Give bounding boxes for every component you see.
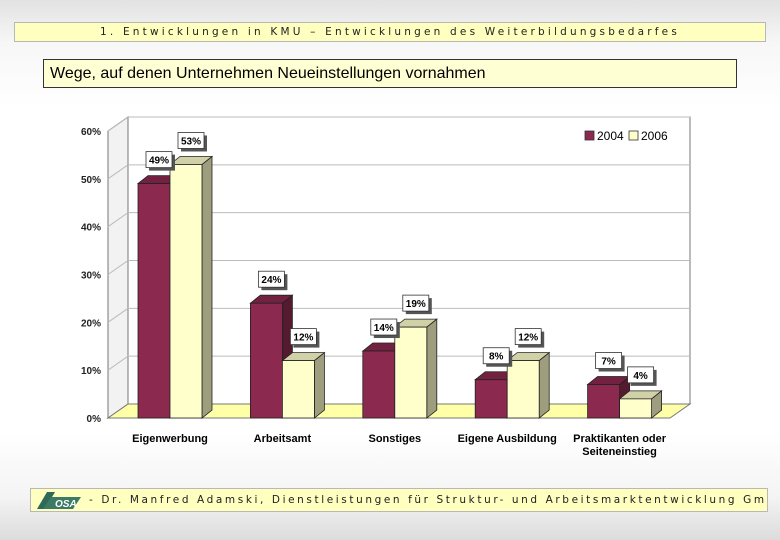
bar-2006-4	[618, 390, 663, 419]
bar-2004-0-front	[137, 183, 171, 419]
data-label-2004-3: 8%	[482, 347, 513, 367]
data-label-2004-0-box	[145, 151, 173, 169]
bar-2006-4-front	[619, 398, 652, 419]
bar-2006-3	[506, 351, 551, 419]
chart-title: Wege, auf denen Unternehmen Neueinstellu…	[50, 64, 486, 82]
data-label-2006-4-text: 4%	[633, 371, 648, 382]
bar-2006-3-side	[538, 351, 550, 419]
y-tick-label: 40%	[81, 223, 101, 234]
data-label-2006-2-text: 19%	[406, 299, 426, 310]
data-label-2006-1-text: 12%	[293, 333, 313, 344]
data-label-2004-4: 7%	[595, 352, 625, 372]
gridline-side	[107, 164, 129, 180]
bar-2006-0-side	[201, 155, 213, 419]
bar-2006-1-side	[313, 351, 325, 419]
bar-2006-3-front	[506, 360, 540, 419]
data-label-2004-1: 24%	[257, 270, 288, 291]
data-label-2006-2-box	[402, 294, 430, 312]
data-label-2006-0-box	[177, 132, 205, 149]
y-tick-label: 30%	[81, 271, 101, 282]
y-tick-label: 20%	[81, 318, 101, 329]
data-label-2006-4: 4%	[627, 366, 657, 386]
bar-2006-2	[393, 318, 438, 419]
bar-2006-0-front	[169, 164, 203, 419]
data-label-2004-1-text: 24%	[261, 275, 281, 286]
data-label-2004-3-text: 8%	[489, 352, 504, 363]
x-category-label: Eigene Ausbildung	[458, 433, 557, 445]
data-label-2006-2: 19%	[402, 294, 432, 315]
gridline-side	[107, 260, 129, 275]
bar-2004-2-front	[362, 350, 396, 419]
legend-swatch-2006	[628, 130, 639, 141]
x-category-label: Sonstiges	[369, 433, 422, 445]
gridline-side	[107, 116, 129, 132]
bar-2006-1-front	[281, 360, 315, 419]
legend-label-2004: 2004	[597, 129, 624, 143]
data-label-2004-2-text: 14%	[374, 323, 394, 334]
header-text: 1. Entwicklungen in KMU – Entwicklungen …	[100, 26, 680, 38]
slide-header: 1. Entwicklungen in KMU – Entwicklungen …	[14, 22, 766, 42]
x-category-label: Arbeitsamt	[254, 433, 312, 445]
x-category-label: Praktikanten oder	[573, 433, 667, 445]
x-category-label: Seiteneinstieg	[582, 446, 657, 458]
data-label-2004-0: 49%	[145, 151, 175, 171]
data-label-2006-3: 12%	[514, 328, 545, 348]
gridline-side	[107, 212, 129, 228]
y-tick-label: 60%	[81, 127, 101, 138]
data-label-2006-3-text: 12%	[518, 333, 538, 344]
bar-2004-4-front	[587, 384, 620, 419]
legend-swatch-2004	[584, 130, 595, 141]
data-label-2006-0-text: 53%	[181, 136, 201, 147]
x-category-label: Eigenwerbung	[132, 433, 208, 445]
data-label-2006-1: 12%	[289, 328, 320, 348]
chart-title-box: Wege, auf denen Unternehmen Neueinstellu…	[43, 59, 737, 88]
data-label-2004-2-box	[370, 318, 398, 336]
data-label-2004-4-box	[595, 352, 622, 369]
bar-2006-1	[281, 351, 326, 419]
bar-2006-2-side	[426, 318, 438, 419]
gridline-side	[107, 307, 129, 323]
bar-2006-0	[168, 155, 214, 419]
y-tick-label: 50%	[81, 175, 101, 186]
slide-footer: OSA - Dr. Manfred Adamski, Dienstleistun…	[30, 488, 768, 512]
data-label-2006-0: 53%	[177, 132, 207, 152]
data-label-2004-1-box	[257, 270, 285, 288]
data-label-2006-3-box	[514, 328, 542, 346]
y-tick-label: 10%	[81, 366, 101, 377]
logo-text: OSA	[55, 499, 77, 510]
bar-2006-2-front	[394, 326, 428, 419]
bar-2004-3-front	[474, 379, 508, 419]
data-label-2004-3-box	[482, 347, 510, 365]
data-label-2004-0-text: 49%	[149, 156, 169, 167]
osa-logo: OSA	[37, 492, 81, 510]
bar-2004-1-front	[249, 302, 283, 419]
data-label-2006-4-box	[627, 366, 654, 384]
y-tick-label: 0%	[87, 414, 102, 425]
legend-label-2006: 2006	[641, 129, 668, 143]
footer-text: - Dr. Manfred Adamski, Dienstleistungen …	[89, 494, 767, 506]
data-label-2004-2: 14%	[370, 318, 400, 339]
data-label-2006-1-box	[289, 328, 317, 346]
data-label-2004-4-text: 7%	[601, 357, 616, 368]
gridline-side	[107, 355, 129, 371]
